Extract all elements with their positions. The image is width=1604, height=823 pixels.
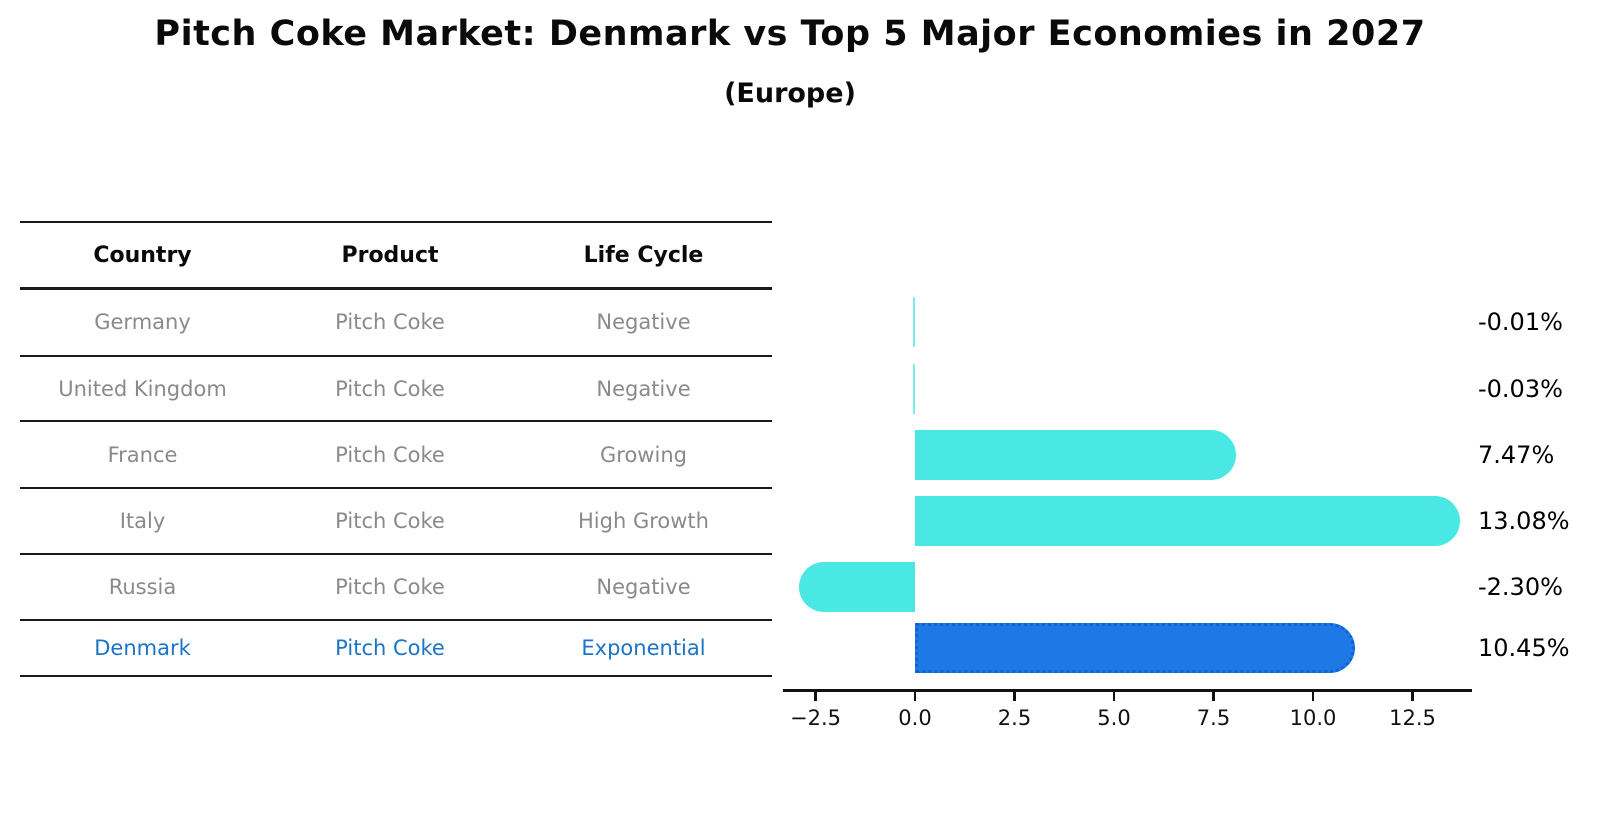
x-axis-tick-label: 2.5 bbox=[997, 706, 1032, 730]
table-rule bbox=[20, 355, 772, 357]
bar-france bbox=[915, 429, 1237, 480]
bar-value-label: 13.08% bbox=[1478, 507, 1570, 535]
table-header-cell: Product bbox=[341, 242, 439, 268]
table-cell-product: Pitch Coke bbox=[335, 310, 445, 334]
table-header-cell: Life Cycle bbox=[583, 242, 704, 268]
x-axis-tick-label: 0.0 bbox=[898, 706, 932, 730]
x-axis-tick-label: 10.0 bbox=[1289, 706, 1337, 730]
x-axis-tick-label: 12.5 bbox=[1389, 706, 1436, 730]
table-cell-product: Pitch Coke bbox=[335, 442, 445, 467]
table-cell-country: United Kingdom bbox=[58, 376, 227, 401]
x-axis-tick bbox=[1013, 692, 1016, 701]
table-rule bbox=[20, 553, 772, 555]
table-rule bbox=[20, 420, 772, 422]
bar-united-kingdom bbox=[912, 363, 915, 414]
table-cell-life_cycle: Negative bbox=[596, 310, 691, 334]
x-axis-tick-label: −2.5 bbox=[790, 706, 841, 730]
x-axis-tick-label: 7.5 bbox=[1196, 706, 1231, 730]
bar-highlight-denmark bbox=[915, 623, 1355, 673]
table-cell-life_cycle: Exponential bbox=[581, 636, 706, 660]
x-axis-tick bbox=[1112, 692, 1116, 701]
table-rule bbox=[20, 287, 772, 290]
chart-subtitle: (Europe) bbox=[724, 78, 856, 109]
bar-russia bbox=[799, 562, 915, 612]
table-header-cell: Country bbox=[93, 242, 192, 268]
x-axis-line bbox=[783, 689, 1472, 692]
table-cell-country: Germany bbox=[94, 310, 191, 334]
table-rule bbox=[20, 675, 772, 677]
table-cell-product: Pitch Coke bbox=[335, 509, 445, 533]
x-axis-tick-label: 5.0 bbox=[1097, 706, 1131, 730]
bar-value-label: -0.03% bbox=[1478, 374, 1563, 403]
table-rule bbox=[20, 487, 772, 489]
table-cell-life_cycle: Growing bbox=[600, 442, 687, 467]
x-axis-tick bbox=[814, 692, 817, 701]
x-axis-tick bbox=[1212, 692, 1215, 701]
bar-value-label: -2.30% bbox=[1478, 573, 1563, 601]
table-cell-product: Pitch Coke bbox=[335, 575, 445, 599]
chart-title: Pitch Coke Market: Denmark vs Top 5 Majo… bbox=[154, 14, 1426, 54]
bar-value-label: 7.47% bbox=[1478, 440, 1555, 469]
table-cell-product: Pitch Coke bbox=[335, 636, 445, 660]
table-cell-life_cycle: Negative bbox=[596, 575, 691, 599]
table-cell-country: France bbox=[107, 442, 178, 467]
x-axis-tick bbox=[913, 692, 917, 701]
x-axis-tick bbox=[1311, 692, 1315, 701]
bar-value-label: -0.01% bbox=[1478, 308, 1563, 336]
table-cell-country: Italy bbox=[119, 509, 166, 533]
table-cell-country: Denmark bbox=[94, 636, 191, 660]
table-rule bbox=[20, 619, 772, 621]
table-cell-product: Pitch Coke bbox=[335, 376, 445, 401]
table-cell-life_cycle: Negative bbox=[596, 376, 691, 401]
bar-value-label: 10.45% bbox=[1478, 634, 1570, 662]
x-axis-tick bbox=[1411, 692, 1414, 701]
bar-germany bbox=[912, 297, 915, 347]
table-cell-country: Russia bbox=[108, 575, 177, 599]
table-cell-life_cycle: High Growth bbox=[578, 509, 709, 533]
table-rule bbox=[20, 221, 772, 223]
bar-italy bbox=[915, 496, 1460, 546]
